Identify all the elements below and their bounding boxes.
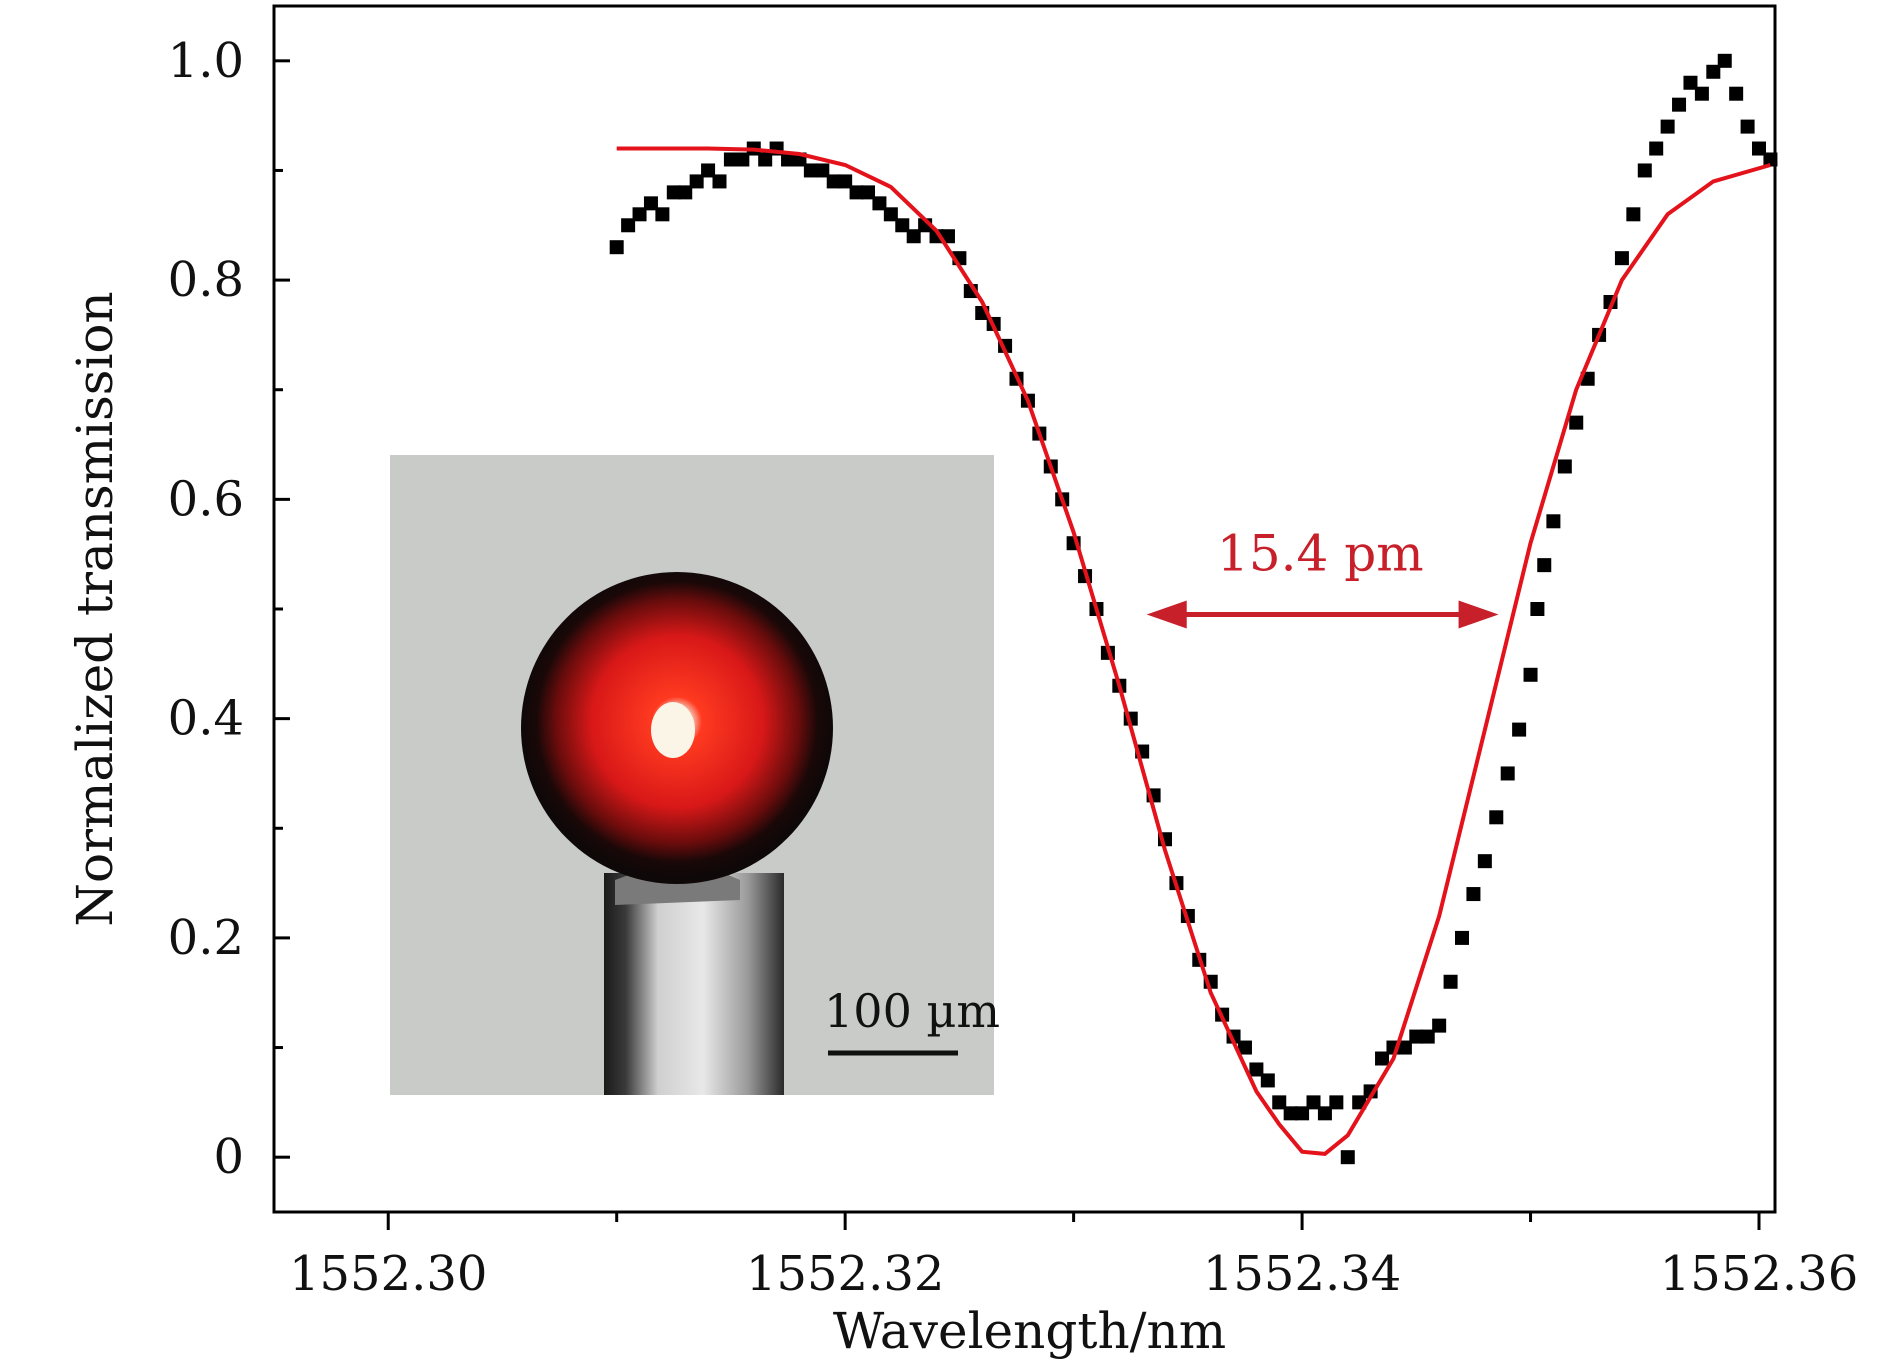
data-point [1443,974,1458,989]
fit-curve [616,146,1771,1156]
fwhm-label: 15.4 pm [1217,525,1424,583]
data-point [1295,1106,1310,1121]
data-point [883,207,898,222]
data-point [1557,459,1572,474]
data-point [1317,1106,1332,1121]
y-tick-label: 0 [213,1129,244,1185]
inset-photo: 100 µm [390,455,1000,1095]
data-point [1569,415,1584,430]
data-point [1523,667,1538,682]
data-point [1409,1029,1424,1044]
x-tick-label: 1552.36 [1660,1246,1859,1302]
data-point [872,196,887,211]
data-point [735,152,750,167]
data-point [712,174,727,189]
sphere-bright-spot [651,702,695,758]
data-point [1649,141,1664,156]
fwhm-arrow-head-right [1458,600,1499,629]
data-point [1375,1051,1390,1066]
data-point [1329,1095,1344,1110]
data-point [1272,1095,1287,1110]
data-point [1740,119,1755,134]
data-point [678,185,693,200]
data-point [1477,854,1492,869]
data-point [1500,766,1515,781]
data-point [1717,53,1732,68]
data-point [1546,514,1561,529]
data-point [1626,207,1641,222]
y-tick-label: 0.4 [168,691,244,747]
y-tick-label: 1.0 [168,33,244,89]
data-point [701,163,716,178]
data-point [1283,1106,1298,1121]
data-point [1455,930,1470,945]
data-point [1466,887,1481,902]
x-tick-label: 1552.32 [746,1246,945,1302]
data-point [1537,558,1552,573]
data-point [723,152,738,167]
data-point [1530,602,1545,616]
data-point [655,207,670,222]
data-point [906,229,921,244]
data-point [643,196,658,211]
data-point [815,163,830,178]
y-axis-title: Normalized transmission [66,291,124,926]
y-tick-label: 0.8 [168,252,244,308]
data-point [689,174,704,189]
data-point [1397,1040,1412,1055]
data-point [1432,1018,1447,1033]
plot-area: 0 0.2 0.4 0.6 0.8 1.0 1552.30 1552.32 1552.34 155… [66,4,1859,1360]
data-point [1614,251,1629,266]
data-point [1660,119,1675,134]
y-tick-label: 0.2 [168,910,244,966]
data-point [1694,86,1709,101]
data-point [1512,722,1527,737]
scale-bar-label: 100 µm [824,984,1000,1038]
data-point [1237,1040,1252,1055]
data-point [1489,810,1504,825]
fwhm-arrow-head-left [1146,600,1187,629]
data-point [1706,64,1721,79]
y-tick-label: 0.6 [168,471,244,527]
x-tick-label: 1552.30 [289,1246,488,1302]
data-point [1420,1029,1435,1044]
data-point [609,240,624,255]
data-point [1260,1073,1275,1088]
data-point [1340,1150,1355,1165]
data-point [632,207,647,222]
data-point [666,185,681,200]
data-point [803,163,818,178]
data-point [826,174,841,189]
data-point [1637,163,1652,178]
data-point [621,218,636,233]
data-point [838,174,853,189]
data-point [1683,75,1698,90]
data-point [895,218,910,233]
data-point [1306,1095,1321,1110]
data-point [1352,1095,1367,1110]
data-point [758,152,773,167]
data-point [1729,86,1744,101]
x-tick-label: 1552.34 [1203,1246,1402,1302]
data-point [861,185,876,200]
data-point [849,185,864,200]
data-point [1249,1062,1264,1077]
x-axis-title: Wavelength/nm [833,1302,1226,1360]
fiber-stem [604,873,784,1095]
data-point [1752,141,1767,156]
data-point [1672,97,1687,112]
data-point [1763,152,1778,167]
data-point [781,152,796,167]
